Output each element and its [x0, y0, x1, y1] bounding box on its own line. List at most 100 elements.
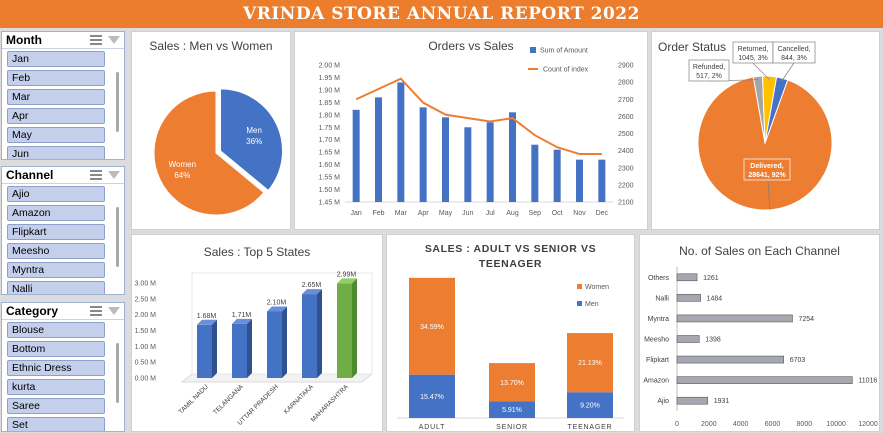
x-tick-label: 0	[675, 421, 679, 428]
y-tick-label: 1.50 M	[135, 328, 157, 335]
men-value-label: 9.20%	[580, 403, 600, 410]
women-segment	[409, 277, 455, 375]
y-left-tick-label: 1.45 M	[319, 200, 341, 207]
state-bar-top	[337, 278, 357, 284]
men-women-pie-chart: Men 36% Women 64%	[153, 88, 283, 216]
slicer-item[interactable]: Bottom	[7, 341, 105, 357]
women-value-label: 21.13%	[578, 360, 602, 367]
slicer-item[interactable]: Jan	[7, 51, 105, 67]
x-tick-label: Jun	[462, 210, 473, 217]
legend-label-women: Women	[585, 284, 609, 291]
age-group-panel: SALES : ADULT VS SENIOR VS TEENAGER 15.4…	[386, 234, 635, 432]
y-right-tick-label: 2200	[618, 182, 634, 189]
slicer-item[interactable]: Meesho	[7, 243, 105, 259]
legend-label-amount: Sum of Amount	[540, 48, 588, 55]
top-states-bar-chart: 0.00 M 0.50 M 1.00 M 1.50 M 2.00 M 2.50 M 3.00…	[135, 271, 374, 427]
men-value-label: 15.47%	[420, 394, 444, 401]
slicer-item[interactable]: Jun	[7, 146, 105, 159]
x-tick-label: Feb	[372, 210, 384, 217]
x-tick-label: Jul	[486, 210, 495, 217]
slicer-item[interactable]: Nalli	[7, 281, 105, 294]
slicer-header: Category	[2, 303, 124, 320]
slice-value-label: 36%	[246, 137, 262, 146]
y-right-tick-label: 2300	[618, 165, 634, 172]
y-right-tick-label: 2700	[618, 97, 634, 104]
x-tick-label: Sep	[529, 210, 542, 217]
slicer-scrollbar[interactable]	[116, 72, 119, 132]
x-tick-label: 2000	[701, 421, 717, 428]
y-left-tick-label: 1.70 M	[319, 137, 341, 144]
slicer-item[interactable]: Mar	[7, 89, 105, 105]
amount-bar	[486, 122, 494, 202]
x-tick-label: 4000	[733, 421, 749, 428]
slicer-item[interactable]: Flipkart	[7, 224, 105, 240]
amount-bar	[442, 117, 449, 202]
women-value-label: 34.59%	[420, 324, 444, 331]
multi-select-icon[interactable]	[90, 306, 102, 316]
y-right-tick-label: 2400	[618, 148, 634, 155]
multi-select-icon[interactable]	[90, 35, 102, 45]
slicer-item[interactable]: Saree	[7, 398, 105, 414]
x-tick-label: 6000	[765, 421, 781, 428]
women-segment	[489, 363, 535, 402]
clear-filter-icon[interactable]	[108, 171, 120, 179]
channels-bar-chart: 0 2000 4000 6000 8000 10000 12000 Others 1261 Nal…	[643, 267, 878, 428]
channel-name-label: Ajio	[657, 398, 669, 405]
slice-value-label: 64%	[174, 171, 190, 180]
slicer-scrollbar[interactable]	[116, 207, 119, 267]
slicer-item[interactable]: Set	[7, 417, 105, 431]
status-label-refunded: 517, 2%	[696, 73, 722, 80]
slice-category-label: Men	[246, 126, 262, 135]
age-category-label: SENIOR	[496, 424, 528, 431]
channel-name-label: Flipkart	[646, 357, 669, 364]
y-left-tick-label: 1.90 M	[319, 87, 341, 94]
slicer-title: Channel	[6, 168, 54, 182]
multi-select-icon[interactable]	[90, 170, 102, 180]
state-bar-side	[317, 289, 322, 378]
y-left-tick-label: 1.95 M	[319, 75, 341, 82]
slicer-item[interactable]: kurta	[7, 379, 105, 395]
amount-bar	[397, 82, 405, 202]
slicer-item[interactable]: Feb	[7, 70, 105, 86]
amount-bar	[598, 159, 606, 202]
channel-name-label: Others	[648, 275, 670, 282]
y-tick-label: 0.50 M	[135, 360, 157, 367]
y-left-tick-label: 1.50 M	[319, 187, 341, 194]
men-value-label: 5.91%	[502, 407, 522, 414]
state-bar-top	[267, 306, 287, 312]
channels-panel: No. of Sales on Each Channel 0 2000 4000 60…	[639, 234, 880, 432]
state-value-label: 2.65M	[302, 282, 322, 289]
slicer-item[interactable]: Ajio	[7, 186, 105, 202]
callout-box	[743, 158, 791, 181]
pie-slice-men	[220, 88, 283, 192]
chart-title: Sales : Top 5 States	[203, 245, 311, 259]
clear-filter-icon[interactable]	[108, 307, 120, 315]
slicer-items: Jan Feb Mar Apr May Jun	[2, 49, 124, 159]
men-segment	[409, 374, 455, 418]
y-right-tick-label: 2100	[618, 200, 634, 207]
report-banner: VRINDA STORE ANNUAL REPORT 2022	[0, 0, 883, 28]
channel-bar	[676, 376, 853, 384]
slicer-scrollbar[interactable]	[116, 343, 119, 403]
status-label-cancelled: 844, 3%	[781, 55, 807, 62]
chart-title: Sales : Men vs Women	[149, 39, 273, 53]
channel-bar	[676, 294, 701, 302]
slicer-item[interactable]: Amazon	[7, 205, 105, 221]
slicer-item[interactable]: Myntra	[7, 262, 105, 278]
status-label-refunded: Refunded,	[693, 64, 725, 71]
channel-bar	[676, 396, 709, 405]
men-segment	[489, 401, 535, 418]
channel-name-label: Nalli	[655, 295, 669, 302]
y-left-tick-label: 1.80 M	[319, 112, 341, 119]
callout-leader	[752, 62, 770, 80]
state-name-label: KARNATAKA	[283, 383, 316, 416]
slicer-item[interactable]: Blouse	[7, 322, 105, 338]
slicer-item[interactable]: Ethnic Dress	[7, 360, 105, 376]
slicer-title: Category	[6, 304, 59, 318]
slicer-item[interactable]: Apr	[7, 108, 105, 124]
slice-category-label: Women	[169, 160, 196, 169]
y-right-tick-label: 2500	[618, 131, 634, 138]
clear-filter-icon[interactable]	[108, 36, 120, 44]
slicer-item[interactable]: May	[7, 127, 105, 143]
y-tick-label: 0.00 M	[135, 376, 157, 383]
